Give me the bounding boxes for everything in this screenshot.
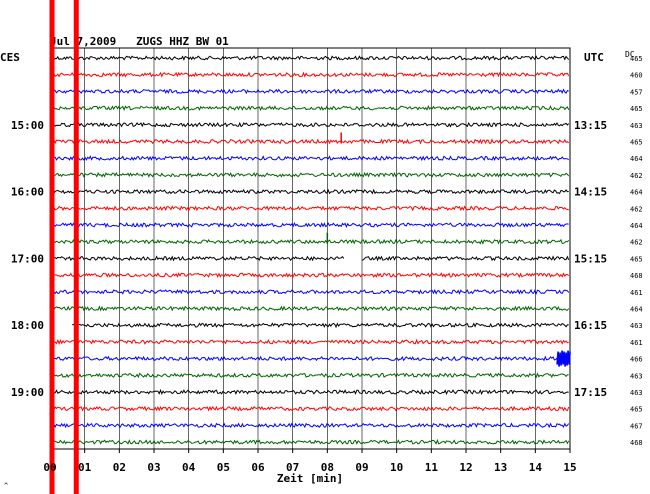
left-timezone-label: CES: [0, 51, 20, 64]
right-time-label: 15:15: [574, 252, 607, 265]
chart-title: Jul 7,2009 ZUGS HHZ BW 01: [50, 35, 229, 48]
dc-value: 464: [630, 306, 643, 314]
x-tick-label: 12: [459, 461, 472, 474]
x-tick-label: 09: [355, 461, 368, 474]
seismic-trace: [49, 372, 569, 379]
dc-column-label: DC: [625, 50, 635, 59]
seismic-trace: [49, 272, 570, 279]
seismic-trace: [49, 438, 570, 446]
left-time-label: 17:00: [11, 252, 44, 265]
seismic-trace: [49, 338, 569, 345]
x-tick-labels: 00 01 02 03 04 05 06 07 08 09 10 11 12 13 14 15: [43, 461, 576, 474]
dc-value: 463: [630, 372, 643, 380]
dc-value: 468: [630, 272, 643, 280]
corner-mark: ^: [4, 482, 8, 490]
seismic-trace: [49, 138, 570, 145]
x-axis-label: Zeit [min]: [277, 472, 343, 485]
seismic-trace: [49, 155, 569, 162]
right-time-label: 16:15: [574, 319, 607, 332]
seismic-trace: [49, 288, 570, 295]
seismic-trace: [49, 422, 570, 429]
seismic-trace: [49, 255, 570, 262]
seismic-trace: [49, 71, 570, 78]
x-tick-label: 00: [43, 461, 56, 474]
plot-frame: [49, 47, 571, 450]
dc-value: 465: [630, 406, 643, 414]
left-time-labels: 15:00 16:00 17:00 18:00 19:00: [11, 119, 44, 399]
seismic-trace: [49, 222, 569, 228]
dc-value: 463: [630, 322, 643, 330]
x-tick-label: 03: [147, 461, 160, 474]
x-tick-label: 07: [286, 461, 299, 474]
dc-value: 464: [630, 189, 643, 197]
left-time-label: 18:00: [11, 319, 44, 332]
x-tick-label: 10: [390, 461, 403, 474]
marker-group: [49, 0, 79, 494]
x-tick-label: 04: [182, 461, 196, 474]
seismic-trace: [49, 105, 570, 112]
dc-value: 462: [630, 172, 643, 180]
event-burst: [556, 350, 571, 367]
x-tick-label: 02: [113, 461, 126, 474]
dc-value: 467: [630, 422, 643, 430]
seismic-trace: [49, 405, 570, 412]
dc-value: 465: [630, 139, 643, 147]
dc-value: 468: [630, 439, 643, 447]
dc-value: 460: [630, 72, 643, 80]
dc-value: 457: [630, 88, 643, 96]
seismic-trace: [49, 88, 569, 95]
dc-value: 463: [630, 122, 643, 130]
dc-value: 465: [630, 255, 643, 263]
trace-group: [49, 55, 570, 446]
dc-value: 461: [630, 289, 643, 297]
right-time-labels: 13:15 14:15 15:15 16:15 17:15: [574, 119, 607, 399]
dc-value: 464: [630, 155, 643, 163]
left-time-label: 16:00: [11, 186, 44, 199]
event-group: [326, 132, 571, 367]
dc-value: 464: [630, 222, 643, 230]
x-tick-label: 01: [78, 461, 92, 474]
dc-value: 465: [630, 55, 643, 63]
seismic-trace: [49, 238, 570, 245]
x-tick-label: 11: [425, 461, 439, 474]
seismic-trace: [49, 388, 569, 395]
dc-values: 465 460 457 465 463 465 464 462 464 462 464 462 465 4…: [630, 55, 643, 447]
dc-value: 462: [630, 239, 643, 247]
seismic-trace: [49, 121, 570, 128]
dc-value: 463: [630, 389, 643, 397]
x-tick-label: 13: [494, 461, 507, 474]
right-time-label: 13:15: [574, 119, 607, 132]
dc-value: 462: [630, 205, 643, 213]
left-time-label: 15:00: [11, 119, 44, 132]
seismic-trace: [49, 205, 569, 212]
x-tick-label: 15: [563, 461, 576, 474]
time-marker-line: [73, 0, 79, 494]
x-tick-label: 14: [529, 461, 543, 474]
seismic-trace: [49, 188, 569, 195]
right-timezone-label: UTC: [584, 51, 604, 64]
x-tick-label: 06: [251, 461, 265, 474]
seismic-trace: [49, 305, 570, 312]
time-marker-line: [49, 0, 55, 494]
seismic-trace: [49, 55, 570, 61]
seismic-trace: [49, 355, 570, 362]
x-tick-label: 05: [217, 461, 230, 474]
seismic-trace: [49, 322, 569, 329]
right-time-label: 17:15: [574, 386, 607, 399]
left-time-label: 19:00: [11, 386, 44, 399]
x-tick-label: 08: [321, 461, 334, 474]
dc-value: 466: [630, 356, 643, 364]
dc-value: 465: [630, 105, 643, 113]
seismic-trace: [49, 171, 570, 178]
dc-value: 461: [630, 339, 643, 347]
right-time-label: 14:15: [574, 186, 607, 199]
